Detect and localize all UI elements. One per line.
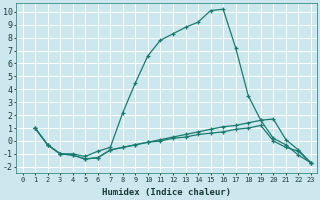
X-axis label: Humidex (Indice chaleur): Humidex (Indice chaleur) [102, 188, 231, 197]
